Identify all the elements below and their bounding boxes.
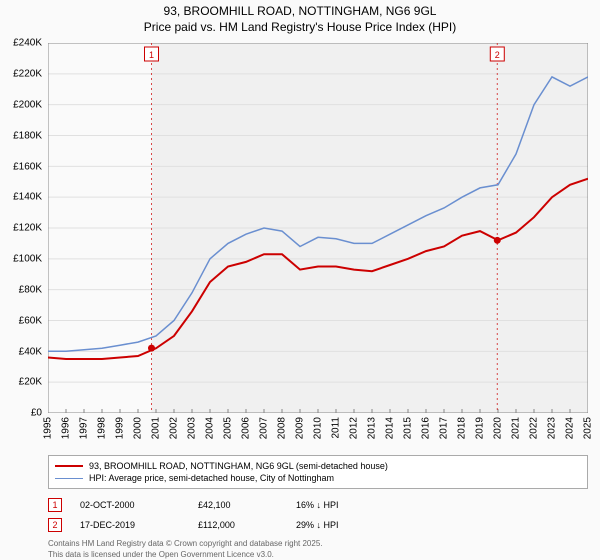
legend-item: 93, BROOMHILL ROAD, NOTTINGHAM, NG6 9GL … [55, 460, 581, 472]
x-tick-label: 2007 [259, 417, 270, 439]
y-tick-label: £100K [13, 254, 42, 265]
title-line2: Price paid vs. HM Land Registry's House … [0, 20, 600, 36]
chart-area: £0£20K£40K£60K£80K£100K£120K£140K£160K£1… [48, 43, 588, 413]
y-axis-ticks: £0£20K£40K£60K£80K£100K£120K£140K£160K£1… [0, 43, 44, 413]
y-tick-label: £240K [13, 38, 42, 49]
marker-date: 02-OCT-2000 [80, 500, 180, 510]
attribution-line2: This data is licensed under the Open Gov… [48, 550, 588, 560]
x-tick-label: 1997 [79, 417, 90, 439]
y-tick-label: £20K [19, 377, 42, 388]
x-tick-label: 2014 [385, 417, 396, 439]
x-tick-label: 2016 [421, 417, 432, 439]
x-tick-label: 2000 [133, 417, 144, 439]
x-tick-label: 2003 [187, 417, 198, 439]
x-tick-label: 2024 [565, 417, 576, 439]
attribution: Contains HM Land Registry data © Crown c… [48, 539, 588, 560]
chart-plot: 12 [48, 43, 588, 413]
chart-container: 93, BROOMHILL ROAD, NOTTINGHAM, NG6 9GL … [0, 0, 600, 560]
x-tick-label: 1999 [115, 417, 126, 439]
svg-text:2: 2 [495, 50, 500, 60]
marker-hpi: 29% ↓ HPI [296, 520, 376, 530]
legend-line-swatch [55, 465, 83, 467]
x-tick-label: 1995 [43, 417, 54, 439]
x-tick-label: 2018 [457, 417, 468, 439]
x-tick-label: 2011 [331, 417, 342, 439]
marker-badge: 2 [48, 518, 62, 532]
y-tick-label: £180K [13, 130, 42, 141]
x-tick-label: 2004 [205, 417, 216, 439]
x-tick-label: 2017 [439, 417, 450, 439]
legend: 93, BROOMHILL ROAD, NOTTINGHAM, NG6 9GL … [48, 455, 588, 489]
y-tick-label: £160K [13, 161, 42, 172]
x-tick-label: 2013 [367, 417, 378, 439]
y-tick-label: £200K [13, 99, 42, 110]
x-tick-label: 1998 [97, 417, 108, 439]
marker-row: 2 17-DEC-2019 £112,000 29% ↓ HPI [48, 515, 588, 535]
x-tick-label: 2008 [277, 417, 288, 439]
x-axis-ticks: 1995199619971998199920002001200220032004… [48, 413, 588, 447]
y-tick-label: £140K [13, 192, 42, 203]
x-tick-label: 2025 [583, 417, 594, 439]
x-tick-label: 2015 [403, 417, 414, 439]
attribution-line1: Contains HM Land Registry data © Crown c… [48, 539, 588, 549]
x-tick-label: 2006 [241, 417, 252, 439]
legend-text: HPI: Average price, semi-detached house,… [89, 473, 334, 483]
chart-title: 93, BROOMHILL ROAD, NOTTINGHAM, NG6 9GL … [0, 0, 600, 43]
x-tick-label: 2020 [493, 417, 504, 439]
y-tick-label: £80K [19, 284, 42, 295]
marker-row: 1 02-OCT-2000 £42,100 16% ↓ HPI [48, 495, 588, 515]
legend-text: 93, BROOMHILL ROAD, NOTTINGHAM, NG6 9GL … [89, 461, 388, 471]
x-tick-label: 2021 [511, 417, 522, 439]
marker-badge: 1 [48, 498, 62, 512]
y-tick-label: £120K [13, 223, 42, 234]
x-tick-label: 2022 [529, 417, 540, 439]
x-tick-label: 1996 [61, 417, 72, 439]
marker-date: 17-DEC-2019 [80, 520, 180, 530]
title-line1: 93, BROOMHILL ROAD, NOTTINGHAM, NG6 9GL [0, 4, 600, 20]
x-tick-label: 2009 [295, 417, 306, 439]
y-tick-label: £0 [31, 408, 42, 419]
y-tick-label: £220K [13, 69, 42, 80]
x-tick-label: 2012 [349, 417, 360, 439]
x-tick-label: 2001 [151, 417, 162, 439]
svg-text:1: 1 [149, 50, 154, 60]
legend-item: HPI: Average price, semi-detached house,… [55, 472, 581, 484]
legend-line-swatch [55, 478, 83, 479]
y-tick-label: £60K [19, 315, 42, 326]
marker-price: £112,000 [198, 520, 278, 530]
marker-table: 1 02-OCT-2000 £42,100 16% ↓ HPI 2 17-DEC-2019… [48, 495, 588, 535]
y-tick-label: £40K [19, 346, 42, 357]
x-tick-label: 2023 [547, 417, 558, 439]
x-tick-label: 2019 [475, 417, 486, 439]
x-tick-label: 2010 [313, 417, 324, 439]
marker-price: £42,100 [198, 500, 278, 510]
marker-hpi: 16% ↓ HPI [296, 500, 376, 510]
x-tick-label: 2005 [223, 417, 234, 439]
x-tick-label: 2002 [169, 417, 180, 439]
